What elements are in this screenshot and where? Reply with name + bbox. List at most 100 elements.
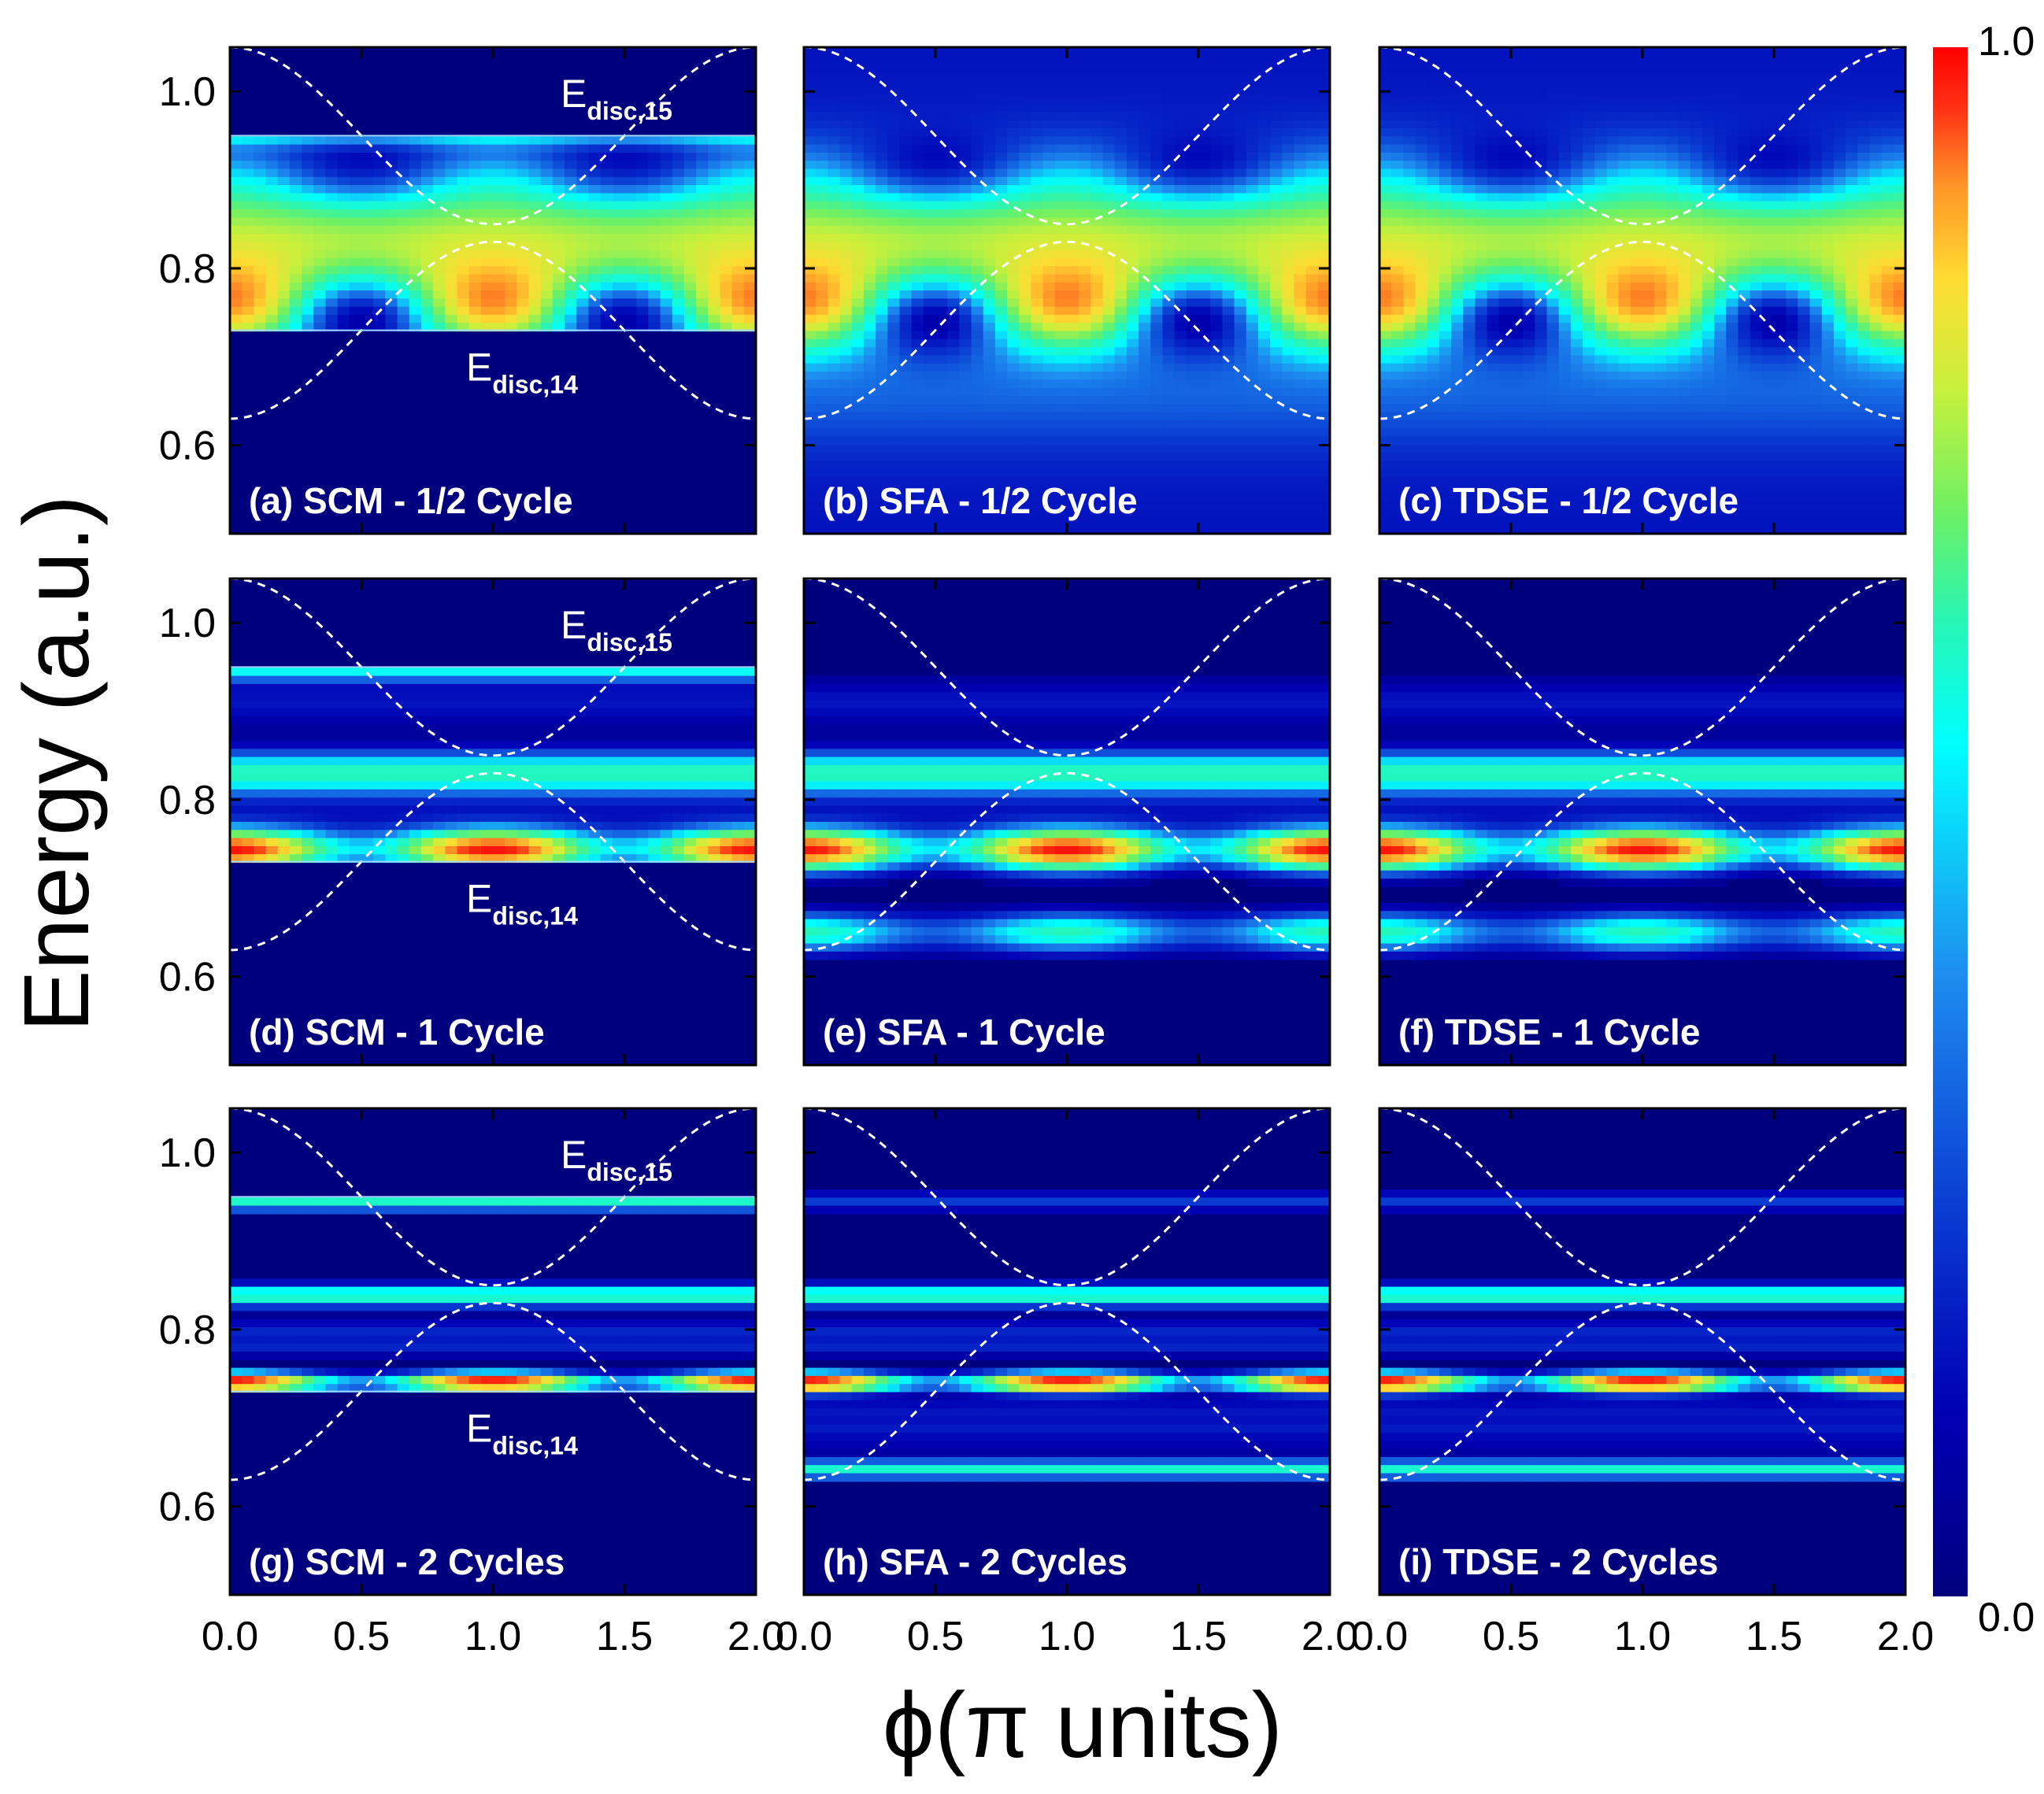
heatmap-cell [648,152,661,161]
heatmap-cell [1031,112,1044,121]
heatmap-cell [1257,185,1271,194]
heatmap-cell [923,453,936,461]
heatmap-cell [1558,217,1572,227]
heatmap-cell [660,233,673,242]
heatmap-cell [1234,453,1247,461]
heatmap-cell [1282,428,1295,437]
heatmap-cell [1114,233,1128,242]
heatmap-cell [923,225,936,235]
heatmap-cell [1666,120,1679,129]
heatmap-cell [1042,461,1056,470]
heatmap-cell [1162,63,1176,72]
heatmap-cell [959,257,972,267]
heatmap-cell [1114,242,1128,251]
heatmap-cell [816,453,828,461]
heatmap-cell [1270,282,1283,291]
heatmap-cell [1150,363,1164,372]
heatmap-cell [433,242,446,251]
heatmap-cell [1738,152,1751,161]
heatmap-cell [804,485,816,494]
heatmap-cell [1678,95,1691,105]
heatmap-cell [1210,225,1223,235]
heatmap-cell [1678,185,1691,194]
heatmap-cell [1246,104,1259,113]
heatmap-cell [1282,176,1295,186]
heatmap-cell [935,274,948,283]
heatmap-cell [1630,104,1643,113]
heatmap-cell [1162,95,1176,105]
heatmap-cell [1714,63,1727,72]
heatmap-cell [1031,379,1044,389]
heatmap-cell [899,250,913,259]
heatmap-cell [1786,55,1798,65]
heatmap-cell [1317,55,1331,65]
heatmap-cell [552,176,565,186]
heatmap-cell [876,136,888,146]
heatmap-cell [1317,201,1331,210]
heatmap-cell [612,136,625,146]
heatmap-cell [1270,509,1283,518]
heatmap-cell [1451,233,1464,242]
heatmap-cell [373,152,386,161]
heatmap-cell [1594,257,1608,267]
heatmap-cell [1606,80,1620,89]
heatmap-cell [254,298,267,308]
heatmap-cell [1606,193,1620,202]
heatmap-cell [337,176,350,186]
heatmap-cell [971,168,984,178]
heatmap-cell [528,185,542,194]
heatmap-cell [1642,71,1655,80]
heatmap-cell [1198,355,1211,364]
heatmap-cell [1750,80,1763,89]
heatmap-cell [528,242,542,251]
heatmap-cell [1007,436,1020,446]
heatmap-cell [1270,501,1283,510]
heatmap-cell [230,176,243,186]
heatmap-cell [696,233,709,242]
heatmap-cell [552,201,565,210]
heatmap-cell [1198,185,1211,194]
heatmap-cell [1403,128,1416,137]
heatmap-cell [1439,47,1452,56]
heatmap-cell [1246,395,1259,405]
heatmap-cell [1174,136,1187,146]
heatmap-cell [1846,95,1858,105]
heatmap-cell [457,242,470,251]
heatmap-cell [1174,233,1187,242]
heatmap-cell [1150,420,1164,429]
heatmap-cell [337,225,350,235]
heatmap-cell [1546,193,1560,202]
heatmap-cell [816,87,828,97]
heatmap-cell [983,444,996,453]
heatmap-cell [1222,379,1235,389]
heatmap-cell [1114,168,1128,178]
heatmap-cell [899,185,913,194]
heatmap-cell [289,144,302,154]
heatmap-cell [971,461,984,470]
heatmap-cell [1654,209,1667,218]
heatmap-cell [1067,428,1079,437]
heatmap-cell [935,257,948,267]
heatmap-cell [1234,517,1247,527]
heatmap-cell [1403,266,1416,275]
heatmap-cell [1198,63,1211,72]
heatmap-cell [1317,112,1331,121]
heatmap-cell [349,185,362,194]
heatmap-cell [1535,242,1548,251]
heatmap-cell [420,201,434,210]
heatmap-cell [1606,136,1620,146]
heatmap-cell [576,298,590,308]
heatmap-cell [349,298,362,308]
heatmap-cell [1305,412,1319,421]
heatmap-cell [876,501,888,510]
heatmap-cell [1798,104,1811,113]
heatmap-cell [731,225,745,235]
panel-b-disc14-curve [803,240,1331,420]
heatmap-cell [1126,444,1139,453]
heatmap-cell [1594,104,1608,113]
heatmap-cell [540,209,554,218]
heatmap-cell [923,485,936,494]
heatmap-cell [1678,161,1691,170]
heatmap-cell [851,485,865,494]
heatmap-cell [1750,136,1763,146]
